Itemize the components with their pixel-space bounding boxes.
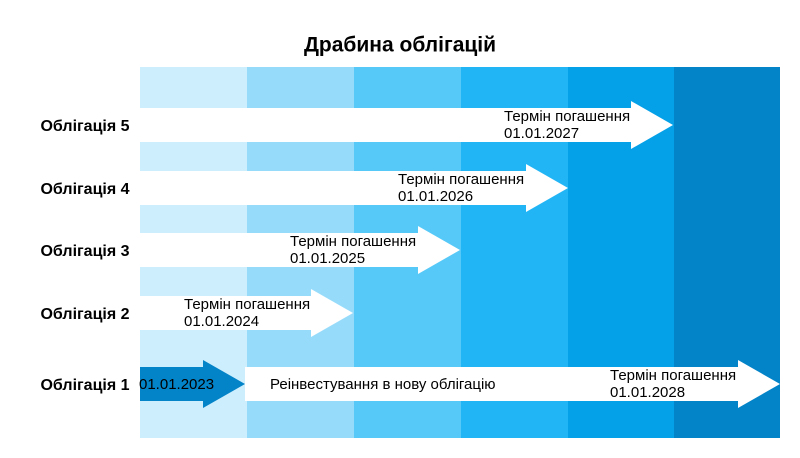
- bond-label: Облігація 2: [40, 306, 129, 323]
- arrow: [245, 360, 780, 408]
- bond-label: Облігація 5: [40, 118, 129, 135]
- arrow: [140, 289, 353, 337]
- maturity-label: Термін погашення: [610, 367, 736, 384]
- arrow: [140, 226, 460, 274]
- arrow: [140, 164, 568, 212]
- note: Реінвестування в нову облігацію: [270, 376, 496, 393]
- maturity-date: 01.01.2028: [610, 384, 685, 401]
- arrow: [140, 101, 673, 149]
- maturity-label: Термін погашення: [504, 108, 630, 125]
- maturity-label: Термін погашення: [184, 296, 310, 313]
- arrow: [140, 360, 245, 408]
- bond-label: Облігація 3: [40, 243, 129, 260]
- maturity-date: 01.01.2026: [398, 188, 473, 205]
- maturity-label: Термін погашення: [398, 171, 524, 188]
- bond-label: Облігація 4: [40, 181, 129, 198]
- maturity-date: 01.01.2024: [184, 313, 259, 330]
- maturity-date: 01.01.2027: [504, 125, 579, 142]
- title: Драбина облігацій: [304, 34, 496, 57]
- maturity-label: Термін погашення: [290, 233, 416, 250]
- start-date: 01.01.2023: [139, 376, 214, 393]
- bond-label: Облігація 1: [40, 377, 129, 394]
- maturity-date: 01.01.2025: [290, 250, 365, 267]
